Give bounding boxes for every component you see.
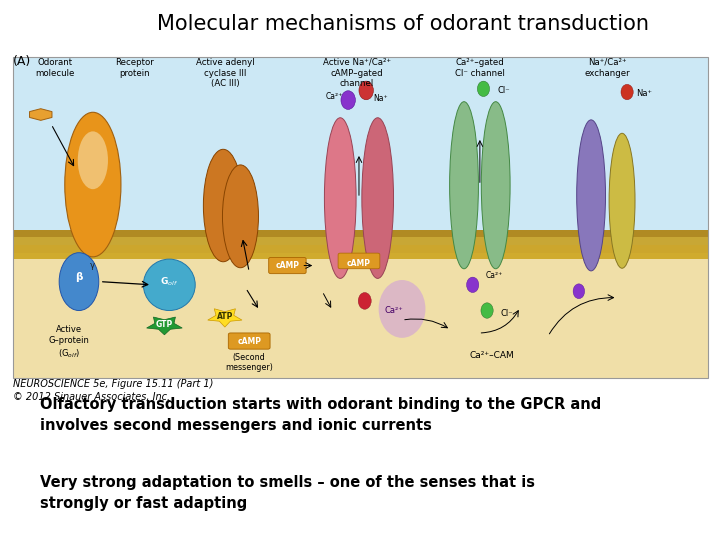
Bar (13, 57, 708, 378)
Ellipse shape (143, 259, 195, 310)
Text: (Second
messenger): (Second messenger) (225, 353, 273, 373)
Text: γ: γ (89, 261, 94, 270)
Polygon shape (30, 109, 52, 120)
Polygon shape (208, 309, 242, 327)
Text: Cl⁻: Cl⁻ (500, 309, 513, 318)
Polygon shape (147, 317, 182, 335)
Ellipse shape (359, 81, 374, 100)
Ellipse shape (359, 293, 372, 309)
Text: Molecular mechanisms of odorant transduction: Molecular mechanisms of odorant transduc… (157, 14, 649, 33)
Text: ATP: ATP (217, 313, 233, 321)
Bar (13, 57, 708, 245)
Text: Active
G–protein
(G$_{olf}$): Active G–protein (G$_{olf}$) (48, 325, 89, 360)
Text: Odorant
molecule: Odorant molecule (35, 58, 74, 78)
Text: Ca²⁺–CAM: Ca²⁺–CAM (470, 352, 515, 360)
Ellipse shape (467, 277, 479, 293)
Text: Active Na⁺/Ca²⁺
cAMP–gated
channel: Active Na⁺/Ca²⁺ cAMP–gated channel (323, 58, 391, 88)
Ellipse shape (222, 165, 258, 268)
Ellipse shape (609, 133, 635, 268)
Ellipse shape (481, 102, 510, 269)
FancyBboxPatch shape (338, 253, 380, 269)
Ellipse shape (65, 112, 121, 257)
Ellipse shape (477, 81, 490, 97)
Text: NEUROSCIENCE 5e, Figure 15.11 (Part 1)
© 2012 Sinauer Associates, Inc.: NEUROSCIENCE 5e, Figure 15.11 (Part 1) ©… (13, 379, 213, 402)
Ellipse shape (379, 280, 426, 338)
Text: β: β (75, 272, 83, 282)
Ellipse shape (325, 118, 356, 279)
Text: Ca²⁺: Ca²⁺ (485, 271, 503, 280)
FancyBboxPatch shape (269, 258, 306, 274)
Ellipse shape (341, 91, 356, 110)
Ellipse shape (81, 220, 104, 240)
Bar (13, 253, 708, 259)
Bar (13, 230, 708, 259)
Bar (13, 245, 708, 378)
Ellipse shape (481, 303, 493, 318)
Text: cAMP: cAMP (276, 261, 300, 270)
Ellipse shape (449, 102, 478, 269)
Text: Na⁺: Na⁺ (373, 94, 388, 103)
Text: Very strong adaptation to smells – one of the senses that is
strongly or fast ad: Very strong adaptation to smells – one o… (40, 475, 534, 511)
Text: Na⁺/Ca²⁺
exchanger: Na⁺/Ca²⁺ exchanger (584, 58, 630, 78)
Text: Receptor
protein: Receptor protein (115, 58, 154, 78)
Ellipse shape (573, 284, 585, 299)
Text: Ca²⁺–gated
Cl⁻ channel: Ca²⁺–gated Cl⁻ channel (455, 58, 505, 78)
Text: (A): (A) (13, 55, 31, 68)
Ellipse shape (362, 118, 394, 279)
Text: cAMP: cAMP (347, 259, 371, 268)
Text: Cl⁻: Cl⁻ (497, 86, 510, 95)
Text: Ca²⁺: Ca²⁺ (325, 92, 343, 102)
Text: cAMP: cAMP (237, 336, 261, 346)
Ellipse shape (59, 253, 99, 310)
Text: G$_{olf}$: G$_{olf}$ (161, 276, 179, 288)
Ellipse shape (621, 84, 633, 100)
Ellipse shape (577, 120, 606, 271)
FancyBboxPatch shape (228, 333, 270, 349)
Text: GTP: GTP (156, 320, 173, 329)
Ellipse shape (78, 131, 108, 189)
Ellipse shape (203, 149, 243, 262)
Text: Ca²⁺: Ca²⁺ (384, 306, 403, 315)
Text: Active adenyl
cyclase III
(AC III): Active adenyl cyclase III (AC III) (196, 58, 254, 88)
Text: Na⁺: Na⁺ (636, 89, 652, 98)
Bar (13, 230, 708, 237)
Text: Olfactory transduction starts with odorant binding to the GPCR and
involves seco: Olfactory transduction starts with odora… (40, 397, 601, 433)
